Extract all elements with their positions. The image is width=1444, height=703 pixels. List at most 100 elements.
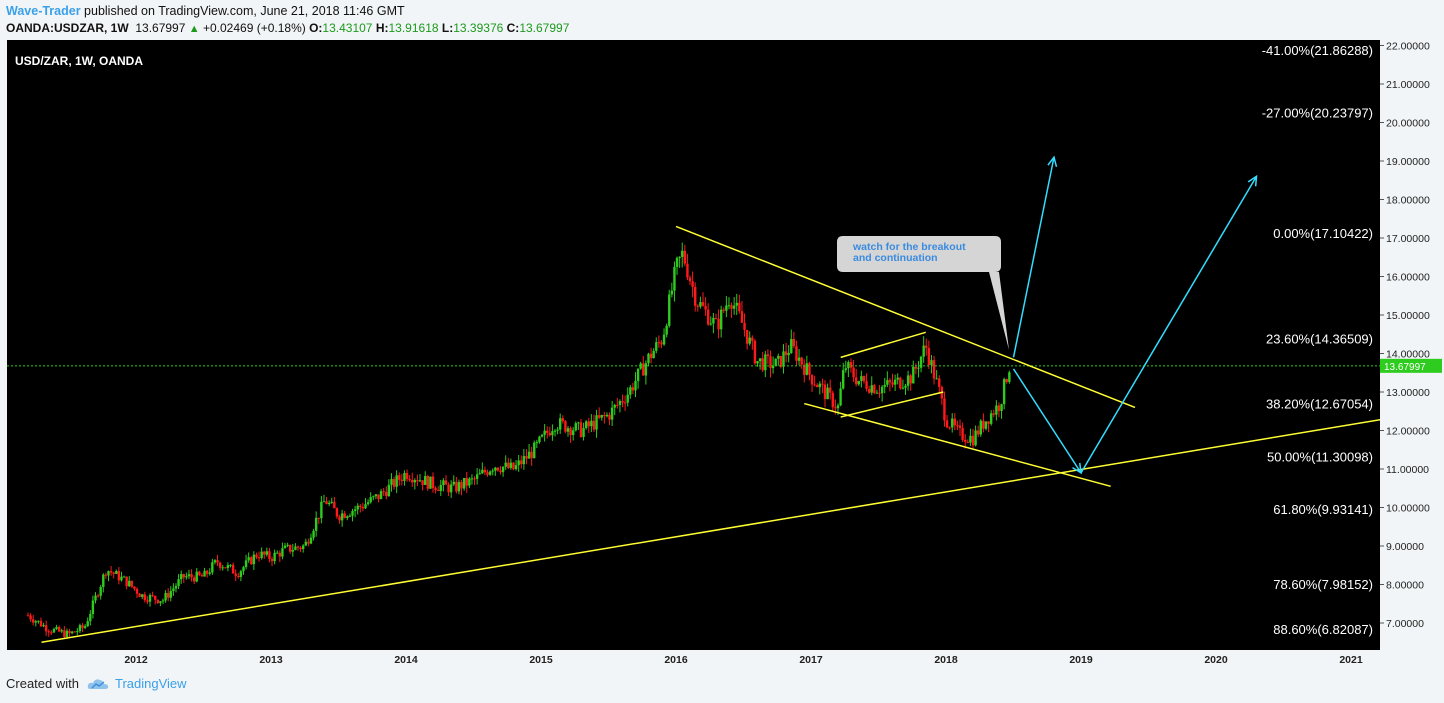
- candle: [880, 385, 884, 402]
- price-tick: 16.00000: [1380, 272, 1430, 284]
- candle: [995, 400, 998, 421]
- fib-level-label: 61.80%(9.93141): [1273, 502, 1373, 517]
- candle: [618, 399, 622, 413]
- candle: [844, 360, 847, 373]
- candle: [932, 355, 936, 385]
- high-label: H:: [375, 21, 389, 35]
- chart-canvas[interactable]: -41.00%(21.86288) -27.00%(20.23797) 0.00%(…: [7, 40, 1385, 650]
- candle: [244, 554, 248, 570]
- chart-pane[interactable]: -41.00%(21.86288) -27.00%(20.23797) 0.00%(…: [7, 40, 1385, 650]
- candle: [429, 476, 432, 489]
- time-tick-label: 2016: [664, 654, 688, 666]
- candle: [730, 302, 733, 318]
- candle: [597, 407, 601, 420]
- candle: [579, 418, 583, 438]
- price-tick-label: 13.00000: [1386, 387, 1430, 399]
- candle: [205, 569, 209, 578]
- trendline[interactable]: [41, 418, 1385, 643]
- candle: [218, 561, 222, 571]
- candle: [141, 593, 144, 600]
- candle: [431, 472, 435, 493]
- candle: [787, 345, 790, 363]
- candle: [743, 313, 746, 337]
- candle: [852, 359, 855, 383]
- candle: [200, 573, 204, 577]
- candle: [68, 628, 71, 637]
- price-tick-label: 11.00000: [1386, 464, 1429, 476]
- candle: [584, 419, 588, 430]
- candle: [296, 545, 300, 551]
- candle: [605, 412, 609, 418]
- trendline[interactable]: [675, 225, 1136, 409]
- candle: [374, 493, 378, 500]
- time-tick-label: 2021: [1339, 654, 1363, 666]
- candle: [784, 342, 788, 363]
- candle: [34, 619, 37, 627]
- candle: [712, 312, 715, 334]
- candle: [198, 570, 201, 577]
- price-axis-canvas[interactable]: 7.00000 8.00000 9.00000 10.00000 11.00000 12.…: [1380, 40, 1444, 650]
- candle: [330, 497, 333, 504]
- candle: [969, 428, 972, 447]
- candle: [439, 479, 442, 496]
- price-tick: 10.00000: [1380, 503, 1430, 515]
- candle: [657, 335, 661, 348]
- price-tick-label: 22.00000: [1386, 41, 1430, 53]
- projection-arrow[interactable]: [1012, 368, 1082, 475]
- candle: [107, 570, 110, 582]
- projection-arrow[interactable]: [1012, 155, 1058, 358]
- candle: [89, 610, 92, 626]
- candle: [512, 462, 515, 471]
- candle: [265, 547, 269, 557]
- low-label: L:: [441, 21, 454, 35]
- candle: [436, 486, 440, 492]
- trendline[interactable]: [840, 331, 926, 359]
- candle: [688, 275, 692, 285]
- candle: [953, 413, 957, 430]
- tradingview-link[interactable]: TradingView: [114, 676, 187, 691]
- candle: [704, 297, 707, 316]
- candle: [475, 468, 479, 485]
- candle: [501, 466, 505, 477]
- candle: [398, 472, 401, 486]
- candle: [247, 552, 250, 563]
- candle: [73, 631, 76, 633]
- candle: [96, 593, 100, 598]
- price-tick-label: 18.00000: [1386, 195, 1430, 207]
- price-tick: 13.00000: [1380, 387, 1430, 399]
- candle: [800, 356, 803, 369]
- candle: [286, 542, 289, 548]
- price-tick: 15.00000: [1380, 310, 1430, 322]
- author-link[interactable]: Wave-Trader: [6, 4, 81, 18]
- candle: [694, 282, 697, 312]
- trendline[interactable]: [840, 391, 944, 418]
- time-axis-canvas[interactable]: 2012 2013 2014 2015 2016 2017 2018 2019 2020 2021: [7, 650, 1380, 668]
- time-axis[interactable]: 2012 2013 2014 2015 2016 2017 2018 2019 2020 2021: [7, 650, 1380, 668]
- candle: [854, 369, 858, 387]
- candle: [125, 576, 128, 590]
- candle: [76, 627, 79, 636]
- candle: [462, 478, 466, 491]
- candle: [1000, 403, 1003, 419]
- candle: [257, 551, 261, 562]
- candle: [984, 421, 988, 431]
- candle: [764, 350, 767, 378]
- candle: [948, 426, 951, 430]
- candle: [327, 500, 331, 507]
- candle: [400, 473, 404, 486]
- trendline[interactable]: [804, 402, 1111, 488]
- fib-level-label: 78.60%(7.98152): [1273, 577, 1373, 592]
- high-value: 13.91618: [388, 21, 439, 35]
- candle: [242, 565, 245, 575]
- candle: [823, 380, 827, 408]
- last-price-tag-text: 13.67997: [1384, 362, 1426, 373]
- price-axis[interactable]: 7.00000 8.00000 9.00000 10.00000 11.00000 12.…: [1380, 40, 1444, 650]
- projections-group: [1012, 155, 1258, 475]
- projection-arrow[interactable]: [1080, 174, 1258, 474]
- time-tick-label: 2013: [259, 654, 283, 666]
- candle: [252, 551, 256, 570]
- candle: [408, 475, 411, 482]
- candle: [738, 294, 741, 314]
- publication-header: Wave-Trader published on TradingView.com…: [6, 3, 569, 37]
- candle: [569, 426, 572, 443]
